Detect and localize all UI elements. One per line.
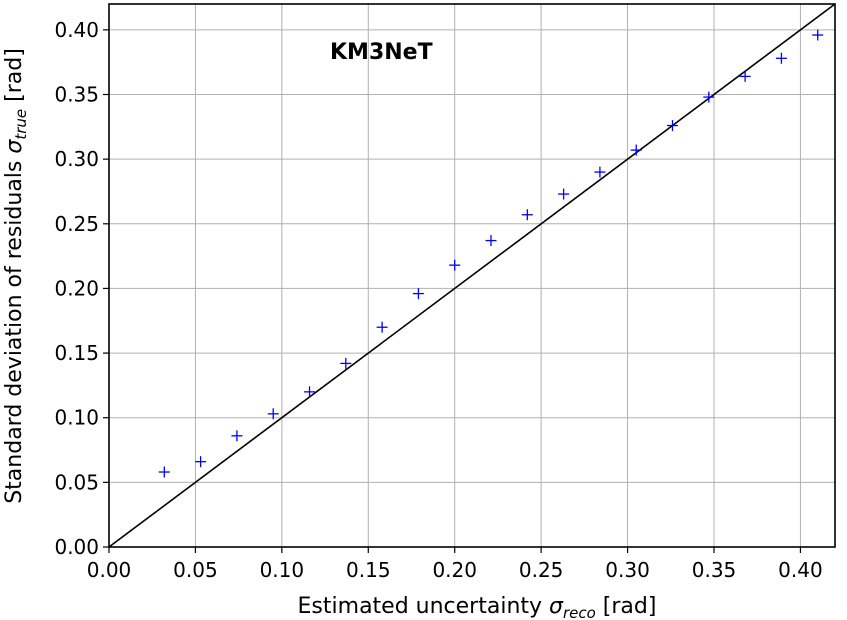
y-tick-label: 0.30 [54, 147, 99, 171]
x-tick-label: 0.35 [692, 558, 737, 582]
data-point [340, 357, 352, 369]
data-point [775, 52, 787, 64]
x-tick-label: 0.00 [87, 558, 132, 582]
data-point [812, 29, 824, 41]
y-tick-label: 0.00 [54, 535, 99, 559]
data-point [158, 466, 170, 478]
data-point [558, 188, 570, 200]
data-point [195, 456, 207, 468]
data-point [267, 408, 279, 420]
y-tick-label: 0.10 [54, 406, 99, 430]
data-point [376, 321, 388, 333]
km3net-annotation: KM3NeT [330, 40, 433, 65]
y-axis-label: Standard deviation of residuals σtrue [r… [2, 48, 30, 504]
reference-line-group [108, 3, 836, 548]
y-tick-label: 0.05 [54, 470, 99, 494]
data-point [521, 209, 533, 221]
data-point [594, 166, 606, 178]
grid [108, 4, 835, 548]
y-axis-ticks: 0.00 0.05 0.10 0.15 0.20 0.25 0.30 0.35 0.40 [54, 18, 109, 559]
x-axis-ticks: 0.00 0.05 0.10 0.15 0.20 0.25 0.30 0.35 0.40 [87, 547, 823, 582]
x-tick-label: 0.15 [346, 558, 391, 582]
data-points [158, 29, 824, 478]
data-point [667, 120, 679, 132]
data-point [485, 235, 497, 247]
y-tick-label: 0.40 [54, 18, 99, 42]
plot-frame [108, 3, 836, 548]
data-point [304, 386, 316, 398]
x-tick-label: 0.25 [519, 558, 564, 582]
x-axis-label: Estimated uncertainty σreco [rad] [298, 594, 657, 620]
y-tick-label: 0.25 [54, 212, 99, 236]
x-tick-label: 0.20 [432, 558, 477, 582]
data-point [231, 430, 243, 442]
x-tick-label: 0.40 [778, 558, 823, 582]
data-point [412, 288, 424, 300]
x-tick-label: 0.10 [260, 558, 305, 582]
y-tick-label: 0.20 [54, 276, 99, 300]
diagonal-reference-line [108, 3, 836, 548]
x-tick-label: 0.30 [605, 558, 650, 582]
x-tick-label: 0.05 [173, 558, 218, 582]
data-point [739, 70, 751, 82]
y-tick-label: 0.35 [54, 83, 99, 107]
data-point [703, 91, 715, 103]
y-tick-label: 0.15 [54, 341, 99, 365]
data-point [630, 144, 642, 156]
data-point [449, 259, 461, 271]
